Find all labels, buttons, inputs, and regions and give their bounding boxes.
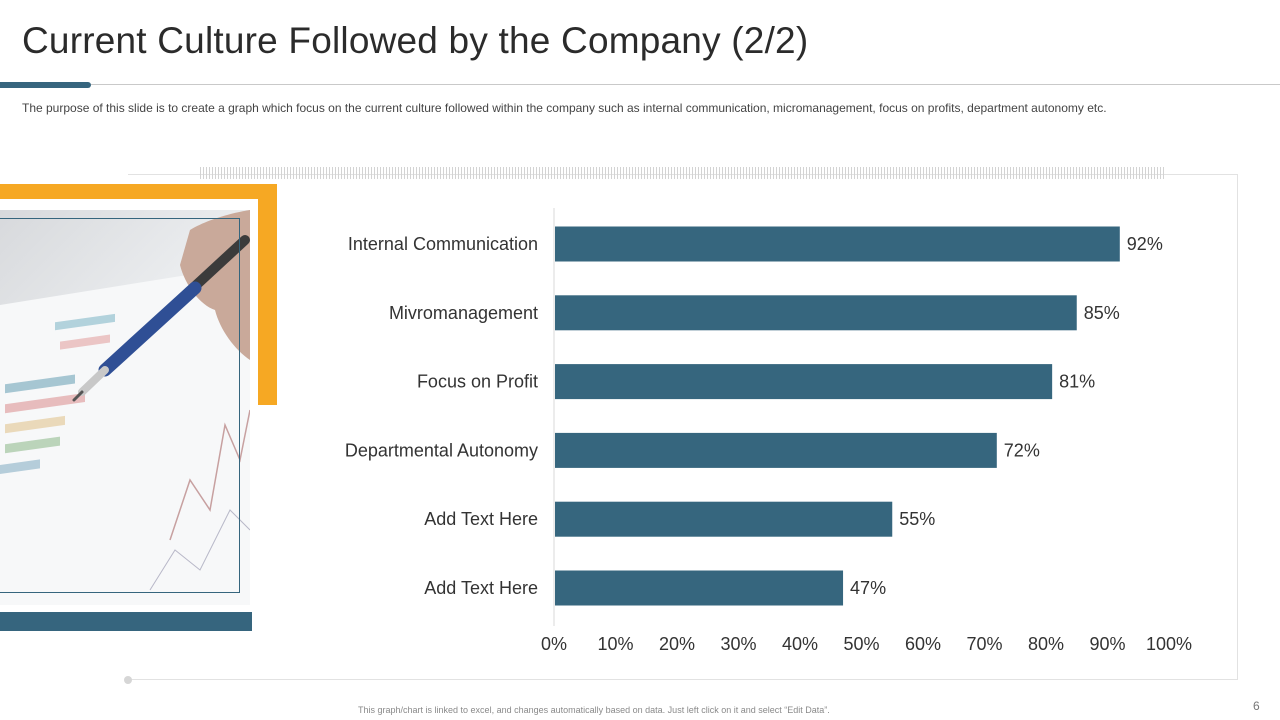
data-label: 72% xyxy=(1004,440,1040,460)
data-label: 92% xyxy=(1127,234,1163,254)
page-number: 6 xyxy=(1253,699,1260,713)
x-tick-label: 30% xyxy=(720,634,756,654)
bar[interactable] xyxy=(555,570,844,606)
data-label: 85% xyxy=(1084,303,1120,323)
category-label: Internal Communication xyxy=(348,234,538,254)
decorative-hatch xyxy=(200,167,1165,179)
bar[interactable] xyxy=(555,432,997,468)
bar[interactable] xyxy=(555,226,1120,262)
title-divider xyxy=(91,84,1280,85)
pen-on-chart-illustration xyxy=(0,210,250,605)
page-title: Current Culture Followed by the Company … xyxy=(22,20,809,61)
bar-chart: Internal Communication Mivromanagement Foc… xyxy=(345,208,1192,654)
x-tick-label: 70% xyxy=(966,634,1002,654)
data-label: 55% xyxy=(899,509,935,529)
pen xyxy=(72,235,250,402)
x-tick-label: 80% xyxy=(1028,634,1064,654)
x-tick-label: 20% xyxy=(659,634,695,654)
blue-accent-bar xyxy=(0,612,252,631)
category-label: Departmental Autonomy xyxy=(345,440,538,460)
photo-border xyxy=(0,218,240,593)
bar[interactable] xyxy=(555,364,1053,400)
paper-bars xyxy=(0,313,115,474)
title-accent-bar xyxy=(0,82,91,88)
footer-note: This graph/chart is linked to excel, and… xyxy=(358,705,830,715)
x-tick-label: 50% xyxy=(843,634,879,654)
paper-sheet xyxy=(0,265,250,605)
data-label: 81% xyxy=(1059,372,1095,392)
category-label: Mivromanagement xyxy=(389,303,538,323)
slide-description: The purpose of this slide is to create a… xyxy=(22,101,1107,115)
frame-dot xyxy=(124,676,132,684)
bar[interactable] xyxy=(555,295,1077,331)
x-tick-label: 40% xyxy=(782,634,818,654)
category-label: Add Text Here xyxy=(424,578,538,598)
x-tick-label: 60% xyxy=(905,634,941,654)
category-label: Add Text Here xyxy=(424,509,538,529)
x-tick-label: 100% xyxy=(1146,634,1192,654)
x-tick-label: 10% xyxy=(597,634,633,654)
paper-line-2 xyxy=(149,509,250,591)
data-label: 47% xyxy=(850,578,886,598)
paper-line xyxy=(169,409,250,541)
x-tick-label: 0% xyxy=(541,634,567,654)
x-tick-label: 90% xyxy=(1089,634,1125,654)
category-label: Focus on Profit xyxy=(417,372,538,392)
bar[interactable] xyxy=(555,501,893,537)
business-photo-image xyxy=(0,210,250,605)
